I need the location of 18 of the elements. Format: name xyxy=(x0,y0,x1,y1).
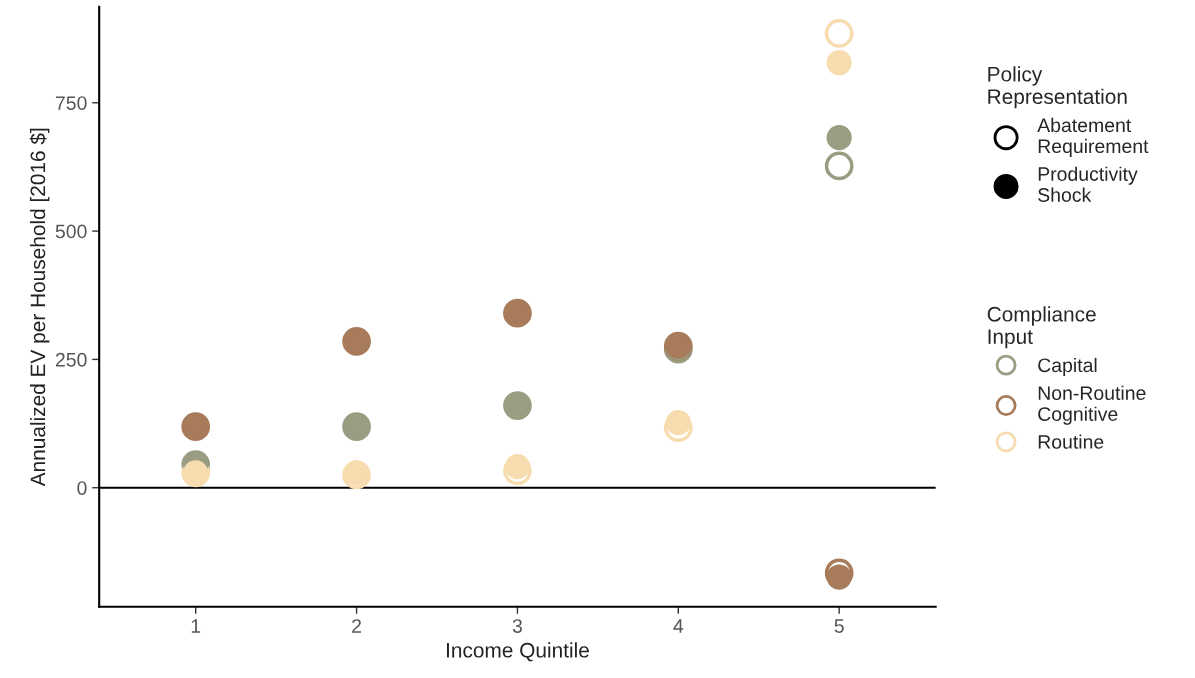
text: Compliance Input xyxy=(987,306,1096,349)
x-tick-label: 4 xyxy=(673,619,684,633)
y-tick-label: 750 xyxy=(55,96,87,110)
y-tick-label: 0 xyxy=(77,481,87,495)
legend-label: Non-Routine Cognitive xyxy=(1038,385,1146,425)
legend-label: Capital xyxy=(1038,357,1097,376)
y-tick-label: 500 xyxy=(55,224,87,239)
text: Productivity Shock xyxy=(1038,166,1138,202)
x-tick-label: 2 xyxy=(352,619,361,633)
y-axis-title: Annualized EV per Household [2016 $] xyxy=(29,128,50,487)
y-tick-label: 250 xyxy=(55,352,87,367)
x-tick-label: 3 xyxy=(512,619,522,633)
legend-label: Routine xyxy=(1038,434,1104,449)
x-tick-label: 5 xyxy=(834,619,844,633)
text: Policy Representation xyxy=(988,66,1127,109)
x-tick-label: 1 xyxy=(191,619,201,633)
x-axis-title: Income Quintile xyxy=(446,642,589,662)
text: Abatement Requirement xyxy=(1037,117,1149,157)
